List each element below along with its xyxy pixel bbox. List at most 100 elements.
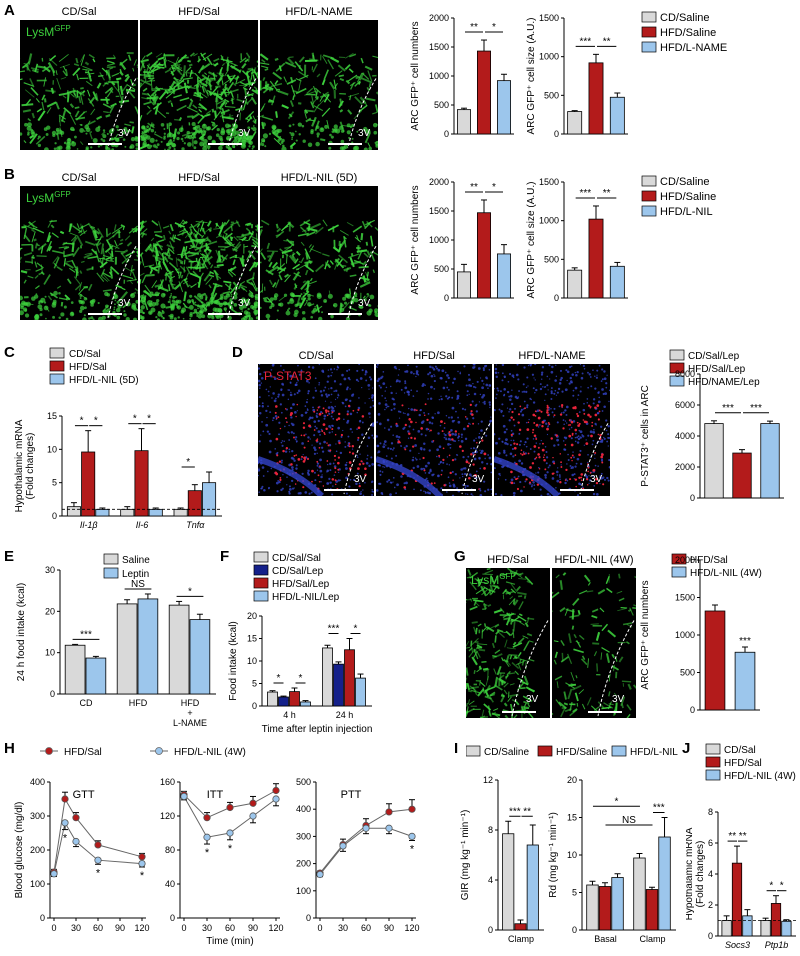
nucleus xyxy=(509,443,512,447)
bar xyxy=(134,450,149,517)
cell-process xyxy=(80,141,84,146)
nucleus xyxy=(525,445,528,448)
pstat3-cell xyxy=(307,440,310,443)
y-axis-label: Hypothalamic mRNA xyxy=(14,419,25,512)
cell-body xyxy=(97,316,103,320)
pstat3-cell xyxy=(276,454,279,457)
nucleus xyxy=(483,383,485,385)
cell-process xyxy=(499,674,505,679)
cell-process xyxy=(571,625,575,630)
cell-process xyxy=(109,268,114,279)
nucleus xyxy=(519,410,522,413)
cell-process xyxy=(196,223,201,228)
nucleus xyxy=(418,452,420,455)
nucleus xyxy=(517,378,520,381)
nucleus xyxy=(541,371,544,374)
nucleus xyxy=(339,479,342,481)
cell-process xyxy=(206,258,212,265)
cell-body xyxy=(155,316,158,319)
cell-process xyxy=(163,53,167,60)
cell-process xyxy=(155,52,163,58)
cell-body xyxy=(295,130,297,133)
nucleus xyxy=(437,368,441,372)
nucleus xyxy=(433,379,436,383)
cell-process xyxy=(98,74,104,77)
micrograph-a-2: HFD/Sal 3V xyxy=(140,6,258,150)
pstat3-cell xyxy=(458,433,460,435)
cell-process xyxy=(58,53,69,62)
cell-process xyxy=(517,615,527,622)
cell-process xyxy=(327,224,339,232)
cell-body xyxy=(231,131,237,137)
nucleus xyxy=(465,384,468,387)
cell-process xyxy=(182,302,188,309)
nucleus xyxy=(287,431,290,434)
3v-label: 3V xyxy=(238,298,251,309)
cell-process xyxy=(323,69,329,80)
cell-process xyxy=(161,252,165,265)
pstat3-cell xyxy=(415,421,417,424)
nucleus xyxy=(592,439,595,442)
cell-process xyxy=(605,653,610,663)
cell-process xyxy=(260,229,263,237)
nucleus xyxy=(423,412,425,414)
cell-process xyxy=(106,259,114,262)
cell-body xyxy=(123,310,126,313)
nucleus xyxy=(323,440,326,444)
cell-process xyxy=(124,123,131,127)
nucleus xyxy=(580,386,582,388)
nucleus xyxy=(364,481,366,484)
nucleus xyxy=(349,478,352,481)
cell-process xyxy=(345,52,354,59)
nucleus xyxy=(560,464,562,466)
data-point xyxy=(362,824,370,832)
cell-process xyxy=(485,625,495,633)
pstat3-cell xyxy=(555,434,558,437)
nucleus xyxy=(457,416,459,419)
pstat3-cell xyxy=(599,434,602,437)
cell-process xyxy=(221,58,233,63)
nucleus xyxy=(415,458,418,461)
category-label: Clamp xyxy=(508,934,534,944)
cell-process xyxy=(322,219,328,227)
nucleus xyxy=(386,405,389,408)
cell-process xyxy=(513,569,518,576)
nucleus xyxy=(495,375,498,379)
pstat3-cell xyxy=(538,409,541,412)
cell-body xyxy=(88,317,91,320)
cell-process xyxy=(503,682,509,688)
nucleus xyxy=(583,444,585,446)
cell-process xyxy=(60,119,66,123)
cell-process xyxy=(86,120,96,126)
cell-body xyxy=(117,303,122,309)
nucleus xyxy=(444,371,447,374)
nucleus xyxy=(457,420,461,424)
nucleus xyxy=(504,441,507,445)
nucleus xyxy=(501,372,504,375)
pstat3-label: P-STAT3 xyxy=(264,369,312,383)
micrograph-image: 3V xyxy=(140,186,258,320)
legend-label: HFD/L-NIL (4W) xyxy=(690,568,762,579)
legend-swatch xyxy=(641,41,657,53)
nucleus xyxy=(441,369,445,373)
pstat3-cell xyxy=(483,467,486,470)
cell-process xyxy=(221,80,224,86)
nucleus xyxy=(306,411,308,414)
nucleus xyxy=(576,457,580,461)
panel-letter-a: A xyxy=(4,2,15,19)
data-point xyxy=(316,870,324,879)
cell-process xyxy=(109,255,113,261)
cell-body xyxy=(217,307,223,313)
nucleus xyxy=(280,389,283,392)
cell-process xyxy=(468,649,476,658)
nucleus xyxy=(599,440,602,443)
cell-process xyxy=(197,281,201,286)
pstat3-cell xyxy=(533,434,537,438)
micrograph-label: HFD/L-NIL (4W) xyxy=(554,554,634,566)
cell-process xyxy=(578,634,585,641)
pstat3-cell xyxy=(591,421,594,424)
cell-process xyxy=(101,131,106,136)
cell-process xyxy=(262,296,268,300)
cell-process xyxy=(563,702,569,706)
bar xyxy=(526,844,539,931)
